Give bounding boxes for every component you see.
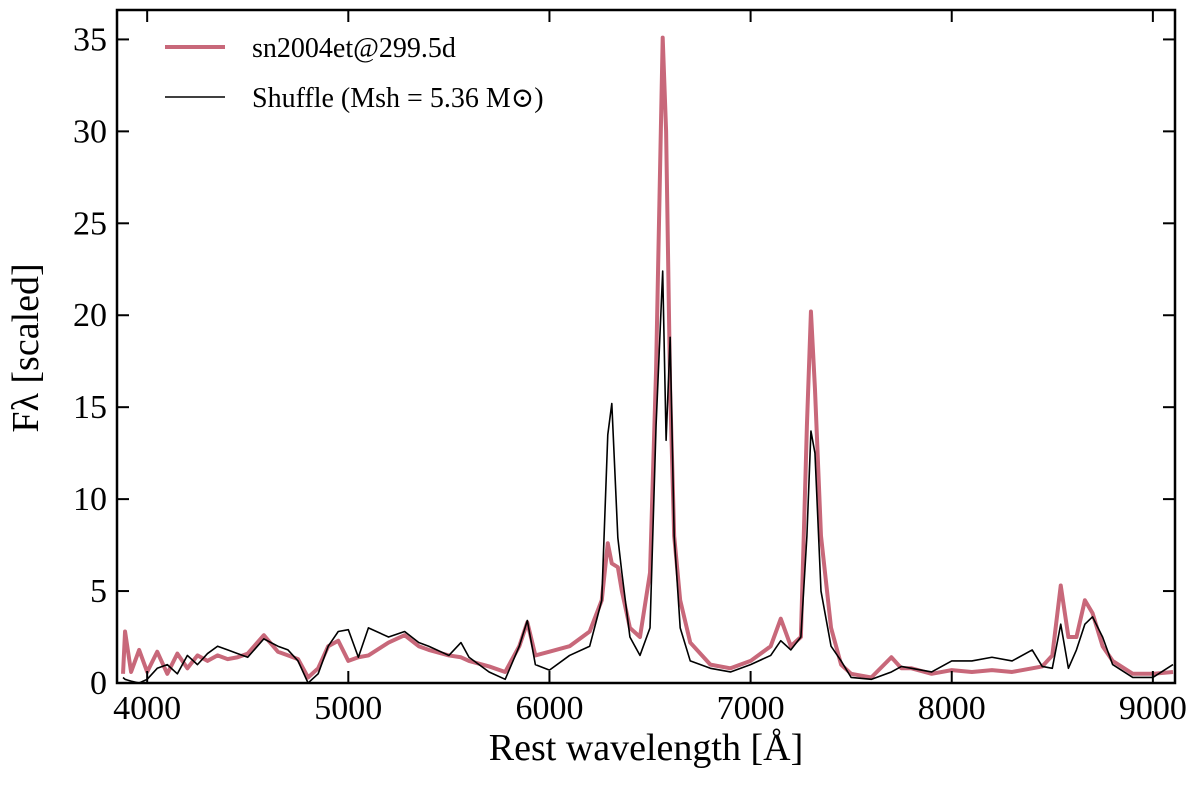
y-tick-label: 15 <box>73 389 107 426</box>
x-tick-label: 7000 <box>717 690 785 727</box>
y-tick-label: 0 <box>90 665 107 702</box>
series-line <box>121 35 1174 680</box>
x-tick-label: 4000 <box>113 690 181 727</box>
y-tick-label: 20 <box>73 297 107 334</box>
series-line <box>122 270 1174 683</box>
plot-frame <box>115 8 1177 685</box>
legend-label: Shuffle (Msh = 5.36 M⊙) <box>252 83 544 114</box>
x-tick-label: 8000 <box>918 690 986 727</box>
y-tick-label: 25 <box>73 205 107 242</box>
x-tick-label: 5000 <box>314 690 382 727</box>
x-tick-label: 9000 <box>1119 690 1187 727</box>
y-tick-label: 30 <box>73 113 107 150</box>
legend-label: sn2004et@299.5d <box>252 33 456 64</box>
x-axis-label: Rest wavelength [Å] <box>489 727 803 769</box>
x-tick-label: 6000 <box>515 690 583 727</box>
y-tick-label: 5 <box>90 573 107 610</box>
y-tick-label: 35 <box>73 21 107 58</box>
y-tick-label: 10 <box>73 481 107 518</box>
y-axis-label: Fλ [scaled] <box>5 263 47 432</box>
